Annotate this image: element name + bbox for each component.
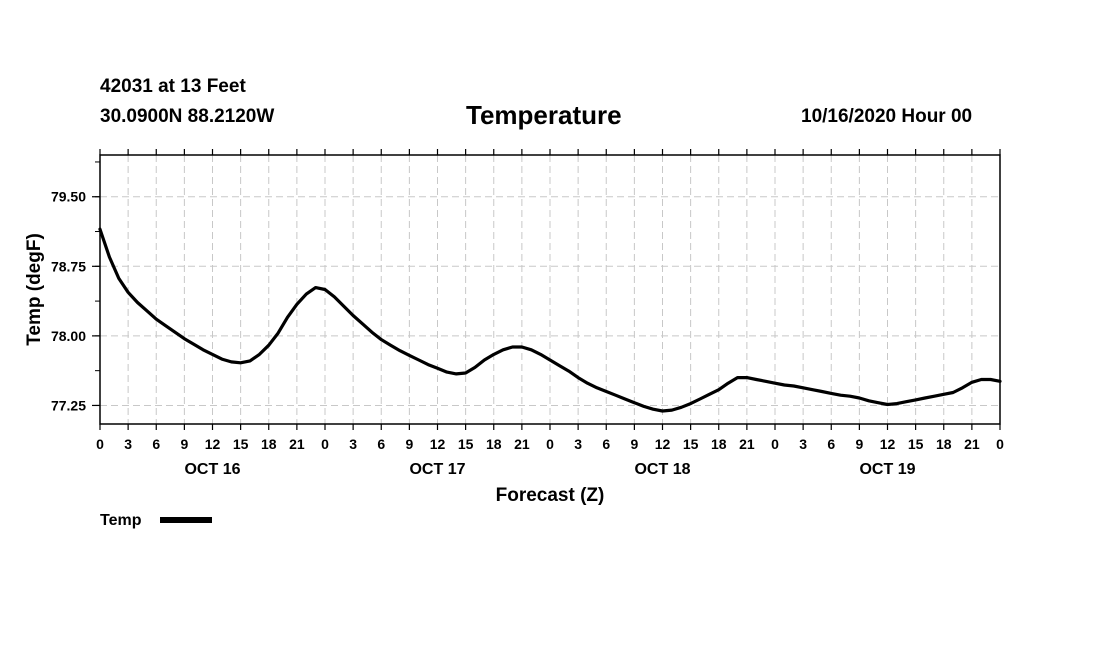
station-name: 42031 at 13 Feet (100, 76, 246, 97)
x-tick-label: 12 (880, 436, 896, 452)
x-tick-label: 0 (96, 436, 104, 452)
forecast-run-time: 10/16/2020 Hour 00 (801, 106, 973, 127)
legend-label: Temp (100, 512, 142, 529)
x-tick-label: 0 (321, 436, 329, 452)
x-axis-label: Forecast (Z) (496, 485, 605, 506)
station-coordinates: 30.0900N 88.2120W (100, 106, 275, 127)
x-tick-label: 15 (683, 436, 699, 452)
x-tick-label: 12 (430, 436, 446, 452)
x-tick-label: 15 (233, 436, 249, 452)
x-tick-label: 18 (486, 436, 502, 452)
y-tick-label: 79.50 (51, 189, 86, 205)
series-layer (98, 227, 1002, 413)
x-tick-label: 21 (964, 436, 980, 452)
x-tick-label: 3 (349, 436, 357, 452)
x-tick-label: 6 (827, 436, 835, 452)
date-label: OCT 19 (859, 461, 915, 478)
x-tick-label: 0 (996, 436, 1004, 452)
x-tick-label: 15 (908, 436, 924, 452)
x-tick-label: 18 (936, 436, 952, 452)
x-tick-label: 3 (574, 436, 582, 452)
x-tick-label: 0 (771, 436, 779, 452)
x-tick-label: 21 (514, 436, 530, 452)
grid-layer (100, 155, 1000, 424)
x-tick-label: 3 (799, 436, 807, 452)
x-tick-label: 21 (289, 436, 305, 452)
date-labels: OCT 16 OCT 17 OCT 18 OCT 19 (184, 461, 915, 478)
y-axis-ticks: 77.25 78.00 78.75 79.50 (51, 161, 100, 413)
x-tick-label: 9 (855, 436, 863, 452)
x-tick-label: 18 (711, 436, 727, 452)
temp-series-line (98, 227, 1002, 413)
x-tick-label: 6 (152, 436, 160, 452)
x-tick-label: 12 (655, 436, 671, 452)
x-tick-label: 18 (261, 436, 277, 452)
x-tick-label: 9 (180, 436, 188, 452)
chart-title: Temperature (466, 100, 622, 130)
x-tick-label: 0 (546, 436, 554, 452)
x-tick-label: 6 (377, 436, 385, 452)
x-tick-label: 9 (630, 436, 638, 452)
plot-frame (99, 154, 1001, 425)
x-tick-label: 6 (602, 436, 610, 452)
date-label: OCT 16 (184, 461, 240, 478)
y-tick-label: 77.25 (51, 397, 86, 413)
x-tick-label: 9 (405, 436, 413, 452)
x-tick-label: 15 (458, 436, 474, 452)
x-tick-label: 21 (739, 436, 755, 452)
x-tick-label: 12 (205, 436, 221, 452)
x-tick-label: 3 (124, 436, 132, 452)
date-label: OCT 18 (634, 461, 690, 478)
y-axis-label: Temp (degF) (24, 233, 45, 346)
x-axis-ticks: 0 3 6 9 12 15 18 21 0 3 6 9 12 15 18 21 0 3 6 9 12 15 18 21 0 3 6 9… (96, 149, 1004, 452)
y-tick-label: 78.00 (51, 328, 86, 344)
date-label: OCT 17 (409, 461, 465, 478)
y-tick-label: 78.75 (51, 258, 86, 274)
